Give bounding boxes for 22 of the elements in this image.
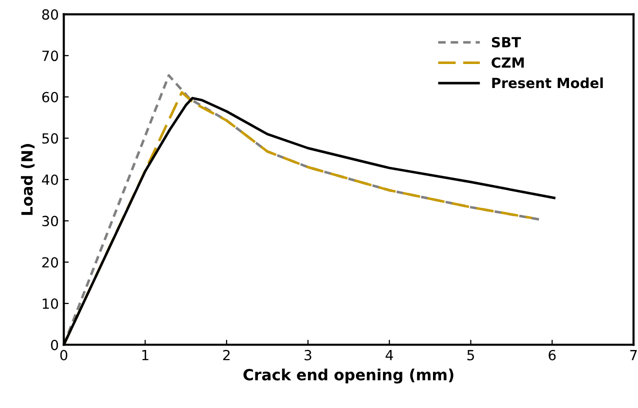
y-tick-label: 30	[42, 216, 58, 226]
y-tick-label: 80	[42, 9, 58, 20]
x-tick-label: 7	[630, 350, 637, 360]
legend-label: CZM	[492, 57, 524, 68]
y-axis-title: Load (N)	[20, 144, 35, 215]
y-tick-label: 0	[51, 340, 58, 350]
x-tick-label: 4	[386, 350, 393, 360]
legend-label: SBT	[492, 36, 521, 48]
y-tick-label: 10	[42, 298, 58, 309]
x-tick-label: 1	[142, 350, 148, 360]
legend-label: Present Model	[492, 77, 603, 88]
x-tick-label: 5	[467, 350, 474, 360]
y-tick-label: 50	[42, 133, 58, 144]
x-tick-label: 0	[60, 350, 68, 360]
x-tick-label: 6	[548, 350, 556, 360]
y-tick-label: 60	[42, 92, 58, 102]
y-tick-label: 20	[42, 257, 58, 268]
y-tick-label: 40	[42, 174, 58, 185]
x-tick-label: 2	[223, 350, 230, 360]
x-tick-label: 3	[304, 350, 312, 360]
y-tick-label: 70	[42, 50, 58, 62]
x-axis-title: Crack end opening (mm)	[243, 368, 454, 384]
